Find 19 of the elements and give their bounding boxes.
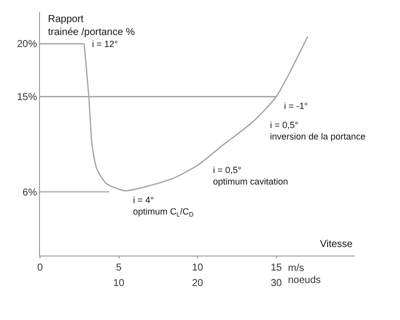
x2-tick-label: 10: [113, 278, 125, 289]
annotation: i = 0,5° optimum cavitation: [213, 165, 288, 187]
annotation: i = 0,5° inversion de la portance: [270, 120, 366, 142]
annotation: i = -1°: [284, 101, 308, 111]
x-tick-label: 0: [37, 262, 44, 274]
y-tick-label: 6%: [22, 187, 38, 198]
y-tick-label: 20%: [16, 39, 38, 50]
x-tick-label: 10: [192, 262, 204, 274]
text: m/s: [288, 263, 304, 274]
x-tick-label: 15: [270, 262, 282, 274]
x2-tick-label: 20: [192, 278, 204, 289]
x2-axis-title: noeuds: [288, 275, 321, 286]
x-tick-label: 5: [116, 262, 122, 274]
y-tick-label: 15%: [16, 92, 38, 104]
x2-tick-label: 30: [270, 278, 282, 289]
y-axis-title: Rapport trainée /portance %: [48, 14, 135, 38]
x-axis-title: Vitesse: [320, 239, 354, 250]
annotation: i = 4° optimum C$_{L}$/C$_{D}$: [133, 195, 194, 219]
annotation: i = 12°: [92, 39, 118, 49]
